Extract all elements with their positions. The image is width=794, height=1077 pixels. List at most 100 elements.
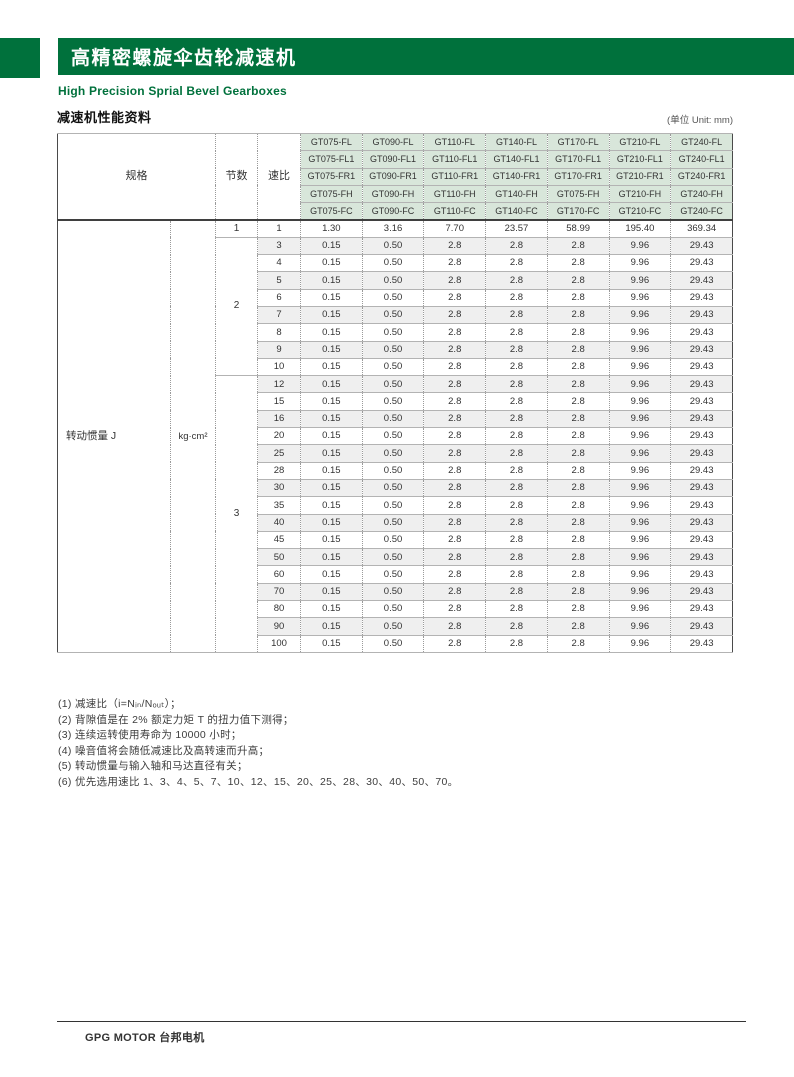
page-title: 高精密螺旋伞齿轮减速机 xyxy=(71,48,297,69)
value-cell: 2.8 xyxy=(485,305,548,325)
footnote-item: (4) 噪音值将会随低减速比及高转速而升高； xyxy=(58,744,270,757)
value-cell: 0.50 xyxy=(361,496,425,515)
value-cell: 0.50 xyxy=(361,357,425,377)
value-cell: 0.50 xyxy=(361,392,425,411)
model-header-cell: GT090-FL xyxy=(361,132,425,152)
stages-cell: 2 xyxy=(215,236,258,377)
value-cell: 0.50 xyxy=(361,565,425,584)
model-header-cell: GT210-FR1 xyxy=(608,167,672,186)
value-cell: 7.70 xyxy=(423,219,487,238)
value-cell: 9.96 xyxy=(608,323,672,342)
value-cell: 2.8 xyxy=(546,392,610,411)
ratio-column-header: 速比 xyxy=(257,132,301,221)
value-cell: 29.43 xyxy=(670,409,733,429)
footnotes: (1) 减速比（i=Nᵢₙ/Nₒᵤₜ）； (2) 背隙值是在 2% 额定力矩 T … xyxy=(58,697,458,790)
value-cell: 2.8 xyxy=(546,478,610,498)
stages-cell: 1 xyxy=(215,219,258,238)
value-cell: 0.50 xyxy=(361,409,425,429)
model-header-cell: GT140-FR1 xyxy=(485,167,548,186)
ratio-cell: 30 xyxy=(257,478,301,498)
value-cell: 9.96 xyxy=(608,530,672,550)
value-cell: 0.15 xyxy=(300,323,363,342)
value-cell: 2.8 xyxy=(423,478,487,498)
model-header-cell: GT075-FL1 xyxy=(300,150,363,169)
value-cell: 29.43 xyxy=(670,305,733,325)
table-row: 16 0.15 0.50 2.8 2.8 2.8 9.96 29.43 xyxy=(58,409,733,429)
value-cell: 0.15 xyxy=(300,513,363,532)
value-cell: 0.15 xyxy=(300,236,363,256)
model-header-cell: GT170-FL1 xyxy=(546,150,610,169)
value-cell: 2.8 xyxy=(423,617,487,636)
value-cell: 2.8 xyxy=(485,288,548,307)
value-cell: 2.8 xyxy=(546,271,610,290)
value-cell: 9.96 xyxy=(608,340,672,359)
value-cell: 0.15 xyxy=(300,530,363,550)
model-header-cell: GT090-FR1 xyxy=(361,167,425,186)
value-cell: 29.43 xyxy=(670,236,733,256)
value-cell: 0.50 xyxy=(361,582,425,602)
table-row: 6 0.15 0.50 2.8 2.8 2.8 9.96 29.43 xyxy=(58,288,733,307)
value-cell: 1.30 xyxy=(300,219,363,238)
ratio-cell: 1 xyxy=(257,219,301,238)
value-cell: 2.8 xyxy=(485,548,548,567)
value-cell: 9.96 xyxy=(608,478,672,498)
value-cell: 29.43 xyxy=(670,461,733,480)
spec-column-header: 规格 xyxy=(57,132,216,221)
page-subtitle-en: High Precision Sprial Bevel Gearboxes xyxy=(58,84,287,98)
table-row: 9 0.15 0.50 2.8 2.8 2.8 9.96 29.43 xyxy=(58,340,733,359)
ratio-cell: 20 xyxy=(257,427,301,446)
footnote-item: (1) 减速比（i=Nᵢₙ/Nₒᵤₜ）； xyxy=(58,698,181,710)
value-cell: 2.8 xyxy=(423,409,487,429)
table-row: 2 3 0.15 0.50 2.8 2.8 2.8 9.96 29.43 xyxy=(58,236,733,377)
ratio-cell: 8 xyxy=(257,323,301,342)
value-cell: 2.8 xyxy=(546,548,610,567)
value-cell: 2.8 xyxy=(485,565,548,584)
ratio-cell: 10 xyxy=(257,357,301,377)
table-row: 4 0.15 0.50 2.8 2.8 2.8 9.96 29.43 xyxy=(58,254,733,273)
value-cell: 29.43 xyxy=(670,634,733,653)
value-cell: 29.43 xyxy=(670,375,733,394)
table-row: 70 0.15 0.50 2.8 2.8 2.8 9.96 29.43 xyxy=(58,582,733,602)
value-cell: 29.43 xyxy=(670,427,733,446)
value-cell: 0.15 xyxy=(300,444,363,463)
ratio-cell: 35 xyxy=(257,496,301,515)
brand-name: GPG MOTOR 台邦电机 xyxy=(85,1032,205,1044)
value-cell: 2.8 xyxy=(546,617,610,636)
ratio-cell: 5 xyxy=(257,271,301,290)
ratio-cell: 70 xyxy=(257,582,301,602)
value-cell: 0.15 xyxy=(300,271,363,290)
value-cell: 2.8 xyxy=(423,271,487,290)
model-header-cell: GT110-FR1 xyxy=(423,167,487,186)
value-cell: 2.8 xyxy=(423,444,487,463)
table-row: 10 0.15 0.50 2.8 2.8 2.8 9.96 29.43 xyxy=(58,357,733,377)
value-cell: 2.8 xyxy=(546,496,610,515)
model-header-cell: GT210-FL1 xyxy=(608,150,672,169)
stages-column-header: 节数 xyxy=(215,132,258,221)
value-cell: 9.96 xyxy=(608,617,672,636)
value-cell: 2.8 xyxy=(546,444,610,463)
ratio-cell: 28 xyxy=(257,461,301,480)
value-cell: 29.43 xyxy=(670,288,733,307)
value-cell: 0.50 xyxy=(361,271,425,290)
value-cell: 0.50 xyxy=(361,548,425,567)
value-cell: 0.50 xyxy=(361,634,425,653)
footnote-item: (3) 连续运转使用寿命为 10000 小时； xyxy=(58,729,242,741)
value-cell: 2.8 xyxy=(485,600,548,619)
value-cell: 0.50 xyxy=(361,375,425,394)
table-row: 5 0.15 0.50 2.8 2.8 2.8 9.96 29.43 xyxy=(58,271,733,290)
value-cell: 0.15 xyxy=(300,478,363,498)
value-cell: 9.96 xyxy=(608,496,672,515)
ratio-cell: 9 xyxy=(257,340,301,359)
value-cell: 2.8 xyxy=(485,340,548,359)
value-cell: 9.96 xyxy=(608,236,672,256)
value-cell: 29.43 xyxy=(670,582,733,602)
section-header: 减速机性能资料 (单位 Unit: mm) xyxy=(57,107,733,126)
model-header-cell: GT240-FL1 xyxy=(670,150,733,169)
ratio-cell: 6 xyxy=(257,288,301,307)
value-cell: 29.43 xyxy=(670,617,733,636)
value-cell: 9.96 xyxy=(608,392,672,411)
value-cell: 0.15 xyxy=(300,565,363,584)
title-banner: 高精密螺旋伞齿轮减速机 xyxy=(58,38,794,75)
value-cell: 29.43 xyxy=(670,530,733,550)
